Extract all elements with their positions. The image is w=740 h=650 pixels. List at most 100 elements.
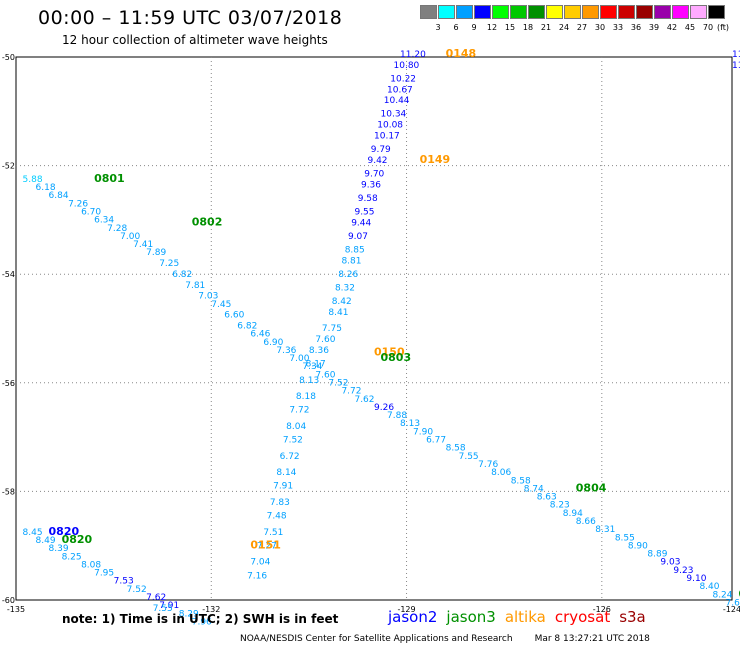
wave-height-label: 8.04 [286,422,306,432]
x-tick-label: -129 [397,605,415,614]
wave-height-label: 9.58 [358,194,378,204]
wave-height-label: 7.89 [146,248,166,258]
wave-height-label: 7.16 [247,571,267,581]
color-scale-label: 6 [453,23,459,32]
color-scale-label: 9 [471,23,477,32]
wave-height-label: 10.22 [390,74,416,84]
color-swatch [546,5,563,19]
color-swatch [456,5,473,19]
color-swatch [438,5,455,19]
wave-height-label: 8.85 [345,245,365,255]
color-scale-label: 3 [435,23,441,32]
wave-height-label: 8.66 [576,517,596,527]
wave-height-label: 9.10 [686,574,706,584]
pass-time-label: 0820 [62,533,93,546]
wave-height-label: 10.67 [387,85,413,95]
wave-height-label: 7.00 [120,232,140,242]
wave-height-label: 10.80 [394,61,420,71]
wave-height-label: 6.60 [224,311,244,321]
wave-height-label: 10.08 [377,121,403,131]
wave-height-label: 7.83 [270,498,290,508]
color-scale-label: 18 [522,23,534,32]
wave-height-label: 8.23 [550,501,570,511]
y-tick-label: -50 [2,53,15,62]
wave-height-label: 7.60 [315,335,335,345]
wave-height-label: 6.18 [36,183,56,193]
wave-height-label: 8.17 [306,360,326,370]
pass-time-label: 0151 [250,538,281,551]
wave-height-label: 8.58 [446,444,466,454]
chart-title: 00:00 – 11:59 UTC 03/07/2018 [38,7,343,29]
wave-height-label: 8.49 [36,536,56,546]
wave-height-label: 7.41 [133,240,153,250]
wave-height-label: 6.70 [81,207,101,217]
wave-height-label: 11.0 [732,50,740,60]
credit-line: NOAA/NESDIS Center for Satellite Applica… [240,634,650,644]
pass-time-label: 0150 [374,346,405,359]
wave-height-label: 7.72 [289,406,309,416]
wave-height-label: 7.03 [198,292,218,302]
wave-height-label: 8.13 [299,376,319,386]
wave-height-label: 9.44 [351,218,371,228]
wave-height-label: 7.64 [725,598,740,608]
wave-height-label: 8.25 [62,552,82,562]
pass-time-label: 0803 [381,351,412,364]
color-swatch [654,5,671,19]
wave-height-label: 5.88 [23,175,43,185]
color-swatch [600,5,617,19]
color-scale-label: 15 [504,23,516,32]
wave-height-label: 8.39 [49,544,69,554]
pass-time-label: 0149 [420,153,451,166]
pass-time-label: 0148 [446,47,477,60]
color-swatch [564,5,581,19]
pass-time-label: 0802 [192,215,223,228]
wave-height-label: 8.74 [524,484,544,494]
wave-height-label: 7.75 [322,324,342,334]
color-scale-label: 21 [540,23,552,32]
color-swatch [492,5,509,19]
wave-height-label: 8.13 [400,419,420,429]
pass-time-label: 0804 [576,481,607,494]
wave-height-label: 8.31 [595,525,615,535]
y-tick-label: -54 [2,270,15,279]
wave-height-label: 10.34 [381,110,407,120]
wave-height-label: 7.62 [354,395,374,405]
wave-height-label: 7.96 [192,617,212,627]
color-swatch [474,5,491,19]
y-tick-label: -52 [2,162,15,171]
wave-height-label: 8.26 [338,270,358,280]
pass-time-label: 0805 [739,587,740,600]
wave-height-label: 9.36 [361,180,381,190]
wave-height-label: 7.60 [315,370,335,380]
y-tick-label: -58 [2,487,15,496]
wave-height-label: 8.58 [511,476,531,486]
wave-height-label: 9.23 [673,566,693,576]
wave-height-label: 8.63 [537,493,557,503]
wave-height-label: 8.81 [341,256,361,266]
color-swatch [636,5,653,19]
wave-height-label: 8.89 [647,550,667,560]
color-scale-label: 12 [486,23,498,32]
wave-height-label: 8.18 [296,392,316,402]
color-swatch [528,5,545,19]
wave-height-label: 7.53 [114,577,134,587]
wave-height-label: 7.55 [459,452,479,462]
color-scale-label: 70 [702,23,714,32]
x-tick-label: -124 [723,605,740,614]
wave-height-label: 7.91 [273,482,293,492]
color-swatch [582,5,599,19]
wave-height-label: 8.06 [491,468,511,478]
wave-height-label: 8.08 [81,560,101,570]
legend-item-cryosat: cryosat [554,608,611,626]
footnote: note: 1) Time is in UTC; 2) SWH is in fe… [62,612,339,626]
plot-frame [15,56,733,601]
wave-height-label: 8.90 [628,541,648,551]
color-swatch [420,5,437,19]
wave-height-label: 6.82 [172,270,192,280]
x-tick-label: -126 [593,605,611,614]
wave-height-label: 9.55 [354,207,374,217]
wave-height-label: 9.07 [348,232,368,242]
timestamp: Mar 8 13:27:21 UTC 2018 [534,634,650,644]
legend-item-s3a: s3a [619,608,646,626]
